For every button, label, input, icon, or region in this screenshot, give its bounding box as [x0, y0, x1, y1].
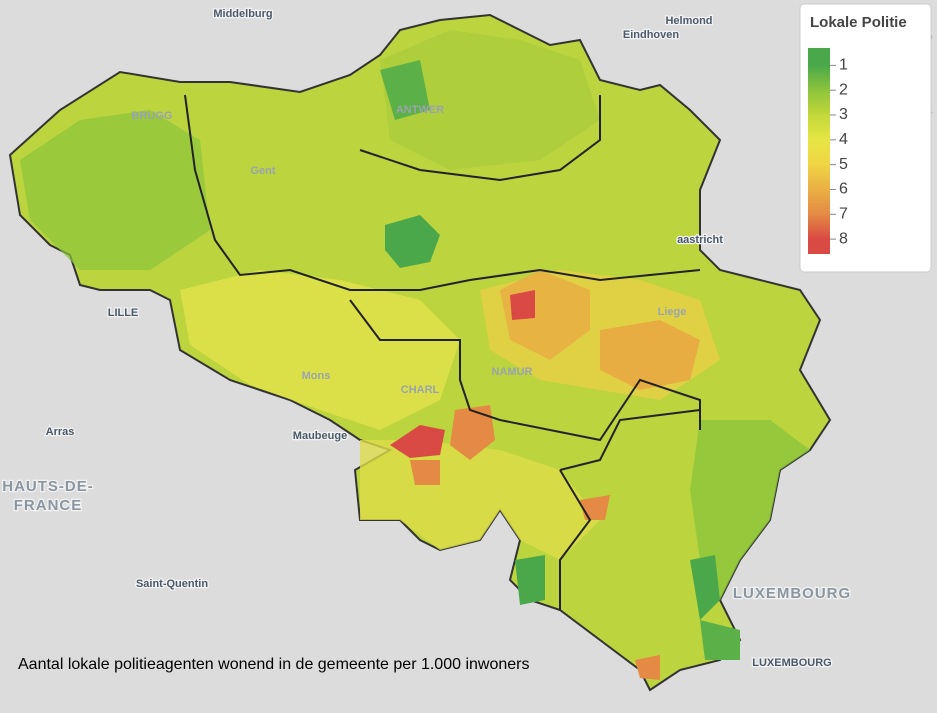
place-label: Helmond — [665, 15, 712, 27]
place-label: LUXEMBOURG — [733, 585, 851, 602]
legend-tick-label: 8 — [839, 230, 848, 247]
place-label: LILLE — [108, 307, 139, 319]
legend-tick-label: 4 — [839, 131, 848, 148]
place-label: Liege — [658, 306, 687, 318]
place-label: ANTWER — [396, 104, 444, 116]
legend-colorbar — [808, 48, 830, 254]
place-label: CHARL — [401, 384, 440, 396]
legend-tick-label: 7 — [839, 206, 848, 223]
country-shape — [8, 13, 832, 692]
legend-title: Lokale Politie — [810, 14, 907, 31]
place-label: BRUGG — [132, 110, 173, 122]
place-label: HAUTS-DE- — [2, 478, 94, 495]
legend-box — [799, 3, 932, 273]
legend-tick-label: 1 — [839, 57, 848, 74]
legend-tick-label: 6 — [839, 181, 848, 198]
place-label: Saint-Quentin — [136, 578, 208, 590]
place-label: Arras — [46, 426, 75, 438]
place-label: Maubeuge — [293, 430, 347, 442]
legend-tick-label: 3 — [839, 106, 848, 123]
place-label: Middelburg — [213, 8, 272, 20]
caption: Aantal lokale politieagenten wonend in d… — [18, 656, 529, 673]
place-label: Mons — [302, 370, 331, 382]
place-label: NAMUR — [492, 366, 533, 378]
legend-tick-label: 2 — [839, 81, 848, 98]
place-label: FRANCE — [14, 497, 83, 514]
legend-tick-label: 5 — [839, 156, 848, 173]
legend: Lokale Politie 1 2 3 4 5 6 7 8 — [799, 3, 932, 273]
place-label: Gent — [250, 165, 275, 177]
place-label: LUXEMBOURG — [752, 657, 831, 669]
place-label: Eindhoven — [623, 29, 680, 41]
place-label: aastricht — [677, 234, 723, 246]
